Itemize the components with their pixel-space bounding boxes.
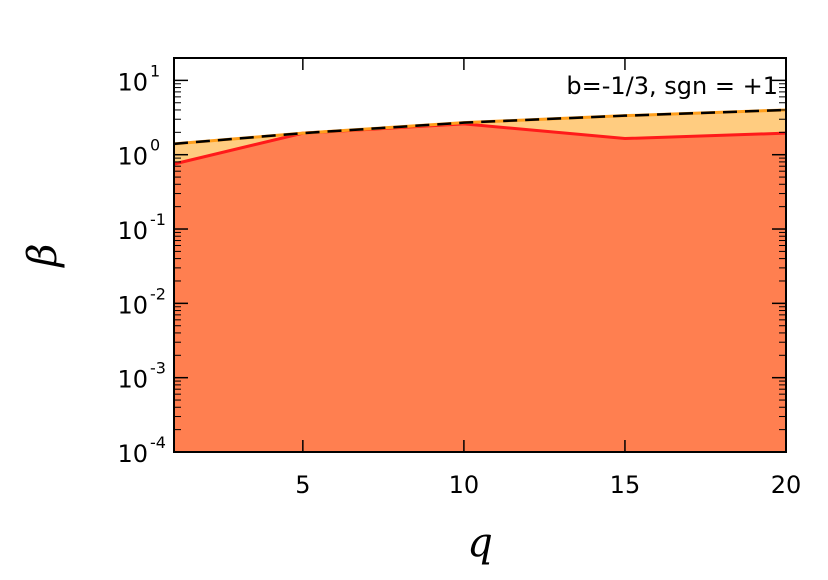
lower-curve-fill: [174, 123, 786, 452]
y-tick-label: 10: [117, 217, 148, 245]
x-axis-label: q: [467, 520, 493, 566]
y-tick-label: 10: [117, 68, 148, 96]
y-tick-exponent: -2: [150, 284, 166, 303]
y-tick-exponent: -1: [150, 210, 166, 229]
y-tick-exponent: 0: [150, 136, 160, 155]
area-fills: [174, 109, 786, 452]
y-axis-label: β: [20, 243, 66, 268]
y-tick-label: 10: [117, 366, 148, 394]
x-tick-label: 20: [771, 471, 802, 499]
axis-ticks: [174, 57, 787, 453]
chart-annotation: b=-1/3, sgn = +1: [566, 72, 778, 100]
x-tick-label: 10: [449, 471, 480, 499]
x-tick-label: 5: [295, 471, 310, 499]
plot-frame: [173, 57, 787, 453]
y-tick-label: 10: [117, 291, 148, 319]
y-tick-exponent: -4: [150, 433, 166, 452]
x-tick-label: 15: [610, 471, 641, 499]
y-tick-exponent: -3: [150, 359, 166, 378]
y-tick-exponent: 1: [150, 61, 160, 80]
series-lines: [173, 108, 787, 166]
upper-bound-line-dashed: [173, 108, 787, 146]
y-tick-label: 10: [117, 143, 148, 171]
y-tick-label: 10: [117, 440, 148, 468]
